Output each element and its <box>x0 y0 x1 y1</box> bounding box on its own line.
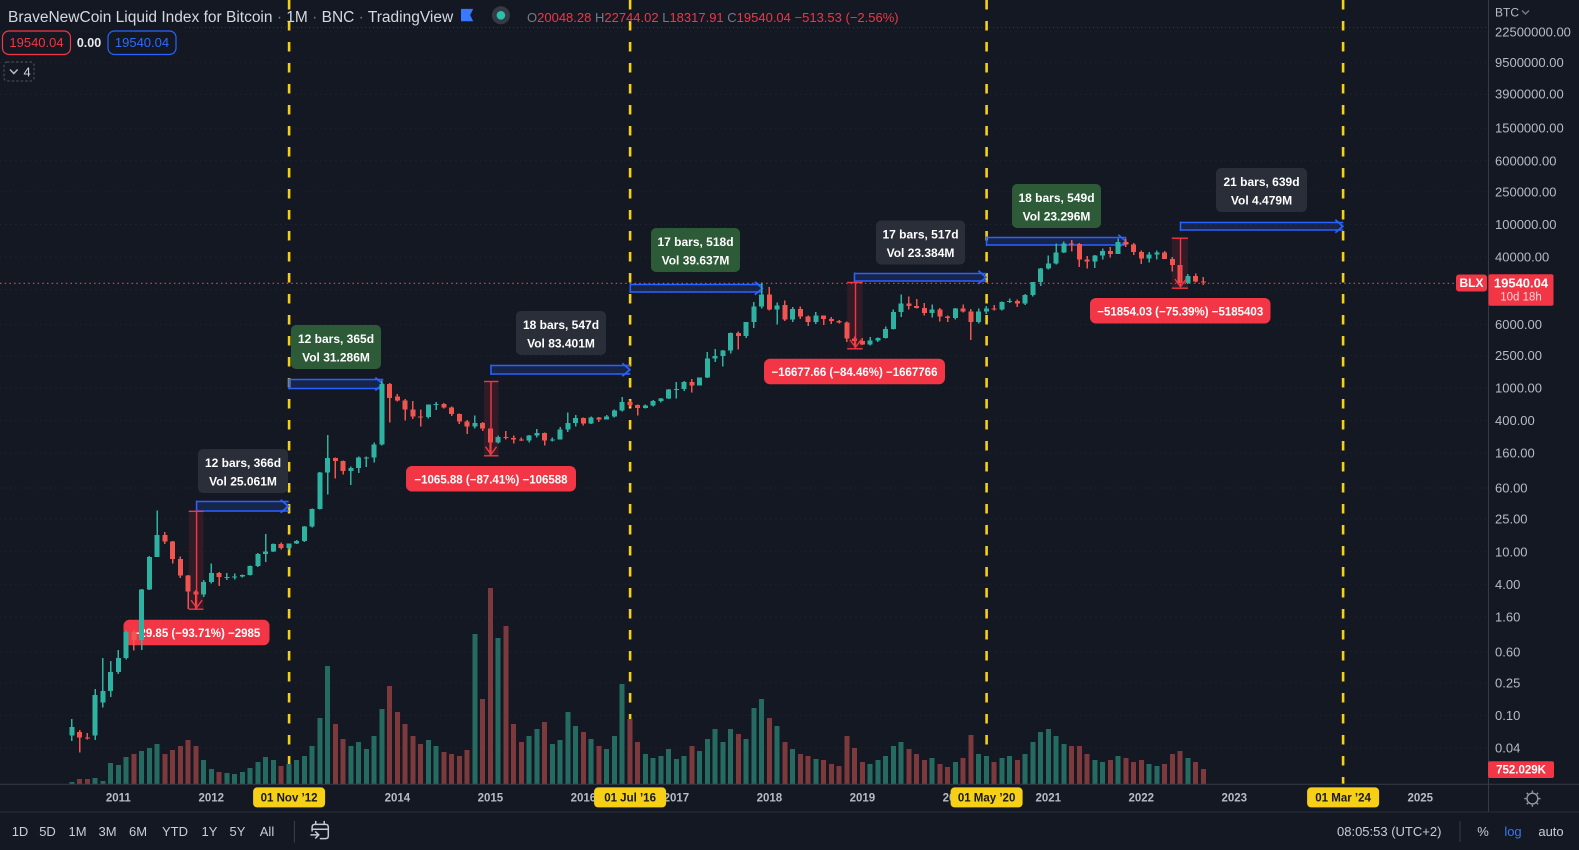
svg-text:600000.00: 600000.00 <box>1495 153 1556 168</box>
svg-text:12 bars, 366d: 12 bars, 366d <box>205 456 281 470</box>
svg-text:All: All <box>260 824 275 839</box>
svg-text:0.25: 0.25 <box>1495 675 1520 690</box>
svg-text:01 Mar ’24: 01 Mar ’24 <box>1315 793 1371 805</box>
svg-text:100000.00: 100000.00 <box>1495 217 1556 232</box>
svg-text:0.60: 0.60 <box>1495 644 1520 659</box>
svg-text:18 bars, 549d: 18 bars, 549d <box>1018 191 1094 205</box>
svg-text:01 May ’20: 01 May ’20 <box>958 793 1016 805</box>
svg-text:2500.00: 2500.00 <box>1495 348 1542 363</box>
svg-text:2016: 2016 <box>571 793 597 805</box>
svg-text:2025: 2025 <box>1408 793 1434 805</box>
svg-text:auto: auto <box>1538 824 1563 839</box>
svg-text:BTC: BTC <box>1495 6 1519 20</box>
svg-text:4: 4 <box>24 65 31 80</box>
svg-text:9500000.00: 9500000.00 <box>1495 55 1564 70</box>
svg-text:10d 18h: 10d 18h <box>1500 292 1542 304</box>
svg-text:25.00: 25.00 <box>1495 512 1528 527</box>
svg-text:01 Nov ’12: 01 Nov ’12 <box>261 793 318 805</box>
svg-text:12 bars, 365d: 12 bars, 365d <box>298 332 374 346</box>
svg-text:19540.04: 19540.04 <box>1494 276 1549 291</box>
svg-text:O20048.28 H22744.02 L18317.91: O20048.28 H22744.02 L18317.91 C19540.04 … <box>527 10 899 25</box>
svg-text:1M: 1M <box>68 824 86 839</box>
svg-text:2012: 2012 <box>199 793 225 805</box>
svg-text:6M: 6M <box>129 824 147 839</box>
svg-text:0.04: 0.04 <box>1495 740 1520 755</box>
svg-text:2022: 2022 <box>1129 793 1155 805</box>
svg-text:0.00: 0.00 <box>77 36 101 50</box>
svg-text:250000.00: 250000.00 <box>1495 184 1556 199</box>
svg-text:4.00: 4.00 <box>1495 577 1520 592</box>
svg-text:21 bars, 639d: 21 bars, 639d <box>1223 175 1299 189</box>
svg-text:%: % <box>1477 824 1489 839</box>
svg-text:Vol 31.286M: Vol 31.286M <box>302 351 370 365</box>
svg-text:60.00: 60.00 <box>1495 481 1528 496</box>
svg-text:5Y: 5Y <box>230 824 246 839</box>
svg-text:BraveNewCoin Liquid Index for: BraveNewCoin Liquid Index for Bitcoin · … <box>8 9 454 26</box>
svg-text:1Y: 1Y <box>202 824 218 839</box>
svg-text:19540.04: 19540.04 <box>115 35 169 50</box>
svg-text:40000.00: 40000.00 <box>1495 250 1549 265</box>
svg-text:1.60: 1.60 <box>1495 609 1520 624</box>
svg-text:17 bars, 517d: 17 bars, 517d <box>882 228 958 242</box>
svg-text:400.00: 400.00 <box>1495 413 1535 428</box>
svg-text:2018: 2018 <box>757 793 783 805</box>
svg-text:3M: 3M <box>98 824 116 839</box>
svg-text:1000.00: 1000.00 <box>1495 381 1542 396</box>
svg-text:−29.85 (−93.71%) −2985: −29.85 (−93.71%) −2985 <box>133 628 261 640</box>
svg-text:2014: 2014 <box>385 793 411 805</box>
svg-text:752.029K: 752.029K <box>1496 765 1547 777</box>
svg-text:160.00: 160.00 <box>1495 446 1535 461</box>
svg-text:Vol 23.296M: Vol 23.296M <box>1023 210 1091 224</box>
svg-text:19540.04: 19540.04 <box>9 35 63 50</box>
svg-text:08:05:53 (UTC+2): 08:05:53 (UTC+2) <box>1337 824 1441 839</box>
svg-text:22500000.00: 22500000.00 <box>1495 24 1571 39</box>
svg-text:2019: 2019 <box>850 793 876 805</box>
svg-text:−51854.03 (−75.39%) −5185403: −51854.03 (−75.39%) −5185403 <box>1097 306 1263 318</box>
svg-text:2023: 2023 <box>1222 793 1248 805</box>
svg-text:01 Jul ’16: 01 Jul ’16 <box>604 793 656 805</box>
svg-text:YTD: YTD <box>162 824 188 839</box>
svg-text:1500000.00: 1500000.00 <box>1495 121 1564 136</box>
svg-text:17 bars, 518d: 17 bars, 518d <box>657 235 733 249</box>
svg-text:Vol 83.401M: Vol 83.401M <box>527 337 595 351</box>
svg-text:2015: 2015 <box>478 793 504 805</box>
svg-text:1D: 1D <box>12 824 29 839</box>
svg-text:BLX: BLX <box>1460 276 1484 290</box>
svg-text:−16677.66 (−84.46%) −1667766: −16677.66 (−84.46%) −1667766 <box>772 367 938 379</box>
svg-text:−1065.88 (−87.41%) −106588: −1065.88 (−87.41%) −106588 <box>414 474 568 486</box>
svg-text:5D: 5D <box>39 824 56 839</box>
svg-text:Vol 4.479M: Vol 4.479M <box>1231 194 1292 208</box>
svg-text:2021: 2021 <box>1036 793 1062 805</box>
svg-text:6000.00: 6000.00 <box>1495 317 1542 332</box>
svg-text:2011: 2011 <box>106 793 132 805</box>
svg-text:log: log <box>1504 824 1521 839</box>
svg-text:Vol 25.061M: Vol 25.061M <box>209 475 277 489</box>
svg-text:2017: 2017 <box>664 793 690 805</box>
svg-text:Vol 23.384M: Vol 23.384M <box>887 246 955 260</box>
svg-text:Vol 39.637M: Vol 39.637M <box>662 254 730 268</box>
svg-text:0.10: 0.10 <box>1495 708 1520 723</box>
svg-text:3900000.00: 3900000.00 <box>1495 87 1564 102</box>
svg-text:18 bars, 547d: 18 bars, 547d <box>523 318 599 332</box>
svg-text:10.00: 10.00 <box>1495 544 1528 559</box>
